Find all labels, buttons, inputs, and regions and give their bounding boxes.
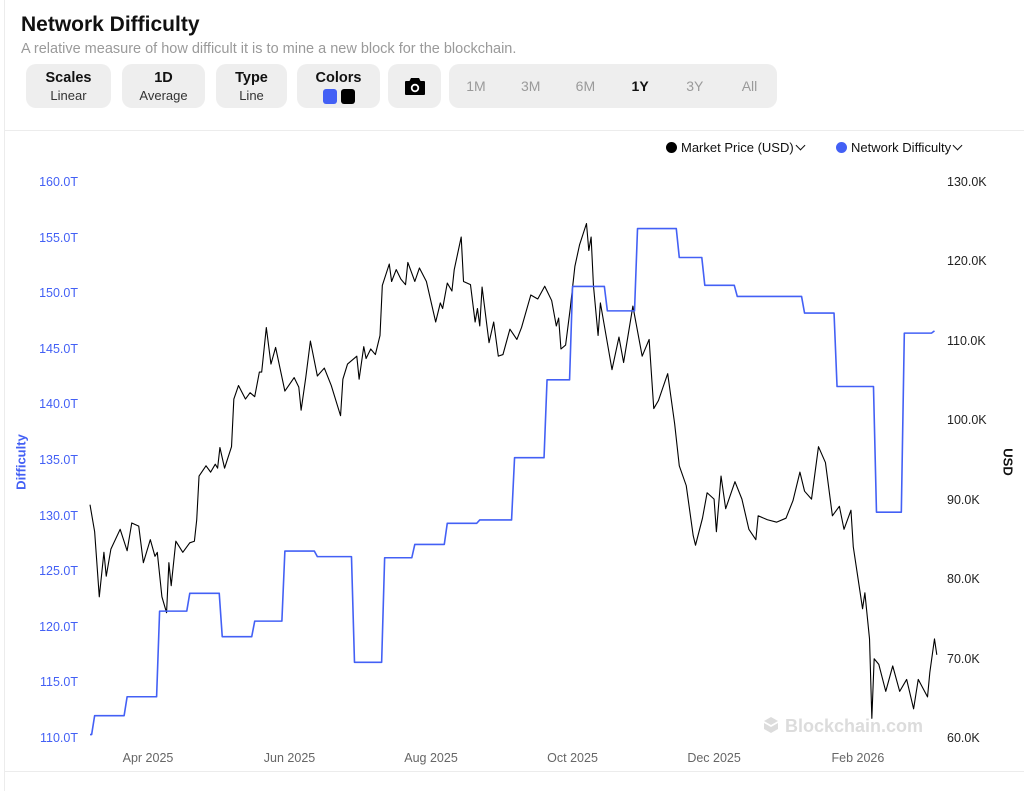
y-left-tick-label: 125.0T [39, 564, 78, 579]
y-right-tick-label: 130.0K [947, 175, 987, 189]
x-tick-label: Dec 2025 [687, 751, 741, 765]
average-button[interactable]: 1D Average [122, 64, 205, 108]
legend-label-difficulty: Network Difficulty [851, 140, 952, 155]
time-range-selector: 1M 3M 6M 1Y 3Y All [449, 64, 777, 108]
y-right-tick-label: 90.0K [947, 492, 980, 507]
legend-network-difficulty[interactable]: Network Difficulty [836, 140, 963, 155]
range-all[interactable]: All [741, 78, 758, 94]
y-right-tick-label: 120.0K [947, 254, 987, 269]
colors-label: Colors [315, 70, 362, 86]
y-left-tick-label: 115.0T [40, 675, 78, 690]
color-swatch-price[interactable] [340, 89, 355, 104]
y-right-tick-label: 80.0K [947, 572, 980, 587]
range-1y[interactable]: 1Y [631, 78, 649, 94]
y-right-tick-label: 70.0K [947, 651, 980, 666]
range-6m[interactable]: 6M [575, 78, 596, 94]
average-label: 1D [154, 70, 173, 86]
type-button[interactable]: Type Line [216, 64, 287, 108]
y-left-tick-label: 140.0T [39, 397, 78, 412]
y-left-tick-label: 135.0T [39, 453, 78, 467]
screenshot-button[interactable] [388, 64, 441, 108]
y-left-tick-label: 130.0T [39, 508, 78, 523]
divider [4, 771, 1024, 772]
x-tick-label: Oct 2025 [547, 751, 598, 765]
y-left-tick-label: 145.0T [39, 341, 78, 356]
y-right-tick-label: 110.0K [947, 333, 986, 348]
y-left-tick-label: 160.0T [39, 175, 78, 189]
colors-button[interactable]: Colors [297, 64, 380, 108]
type-value: Line [239, 88, 264, 103]
watermark-text: Blockchain.com [785, 716, 924, 736]
y-left-tick-label: 150.0T [39, 286, 78, 301]
type-label: Type [235, 70, 268, 86]
y-left-tick-label: 110.0T [40, 731, 78, 745]
camera-icon [404, 78, 425, 95]
x-tick-label: Feb 2026 [831, 751, 885, 765]
x-tick-label: Jun 2025 [263, 751, 316, 765]
average-value: Average [139, 88, 188, 103]
scales-value: Linear [50, 88, 87, 103]
price-line [89, 222, 938, 719]
x-tick-label: Aug 2025 [404, 751, 458, 765]
page-title: Network Difficulty [21, 13, 200, 36]
range-3y[interactable]: 3Y [686, 78, 704, 94]
x-tick-label: Apr 2025 [122, 751, 174, 765]
page-subtitle: A relative measure of how difficult it i… [21, 41, 517, 57]
legend-label-price: Market Price (USD) [681, 140, 794, 155]
y-right-tick-label: 100.0K [947, 413, 987, 428]
blockchain-watermark: Blockchain.com [762, 716, 923, 737]
divider [4, 130, 1024, 131]
legend-market-price[interactable]: Market Price (USD) [666, 140, 806, 155]
legend-dot-difficulty [836, 142, 847, 153]
legend-dot-price [666, 142, 677, 153]
color-swatch-difficulty[interactable] [322, 89, 337, 104]
range-1m[interactable]: 1M [466, 78, 486, 94]
scales-button[interactable]: Scales Linear [26, 64, 111, 108]
range-3m[interactable]: 3M [520, 78, 541, 94]
y-left-tick-label: 155.0T [39, 230, 78, 245]
y-left-tick-label: 120.0T [39, 619, 78, 634]
page-border [4, 0, 5, 791]
y-right-tick-label: 60.0K [947, 731, 980, 745]
difficulty-line [90, 227, 935, 736]
blockchain-logo-icon [764, 717, 778, 733]
scales-label: Scales [45, 70, 92, 86]
